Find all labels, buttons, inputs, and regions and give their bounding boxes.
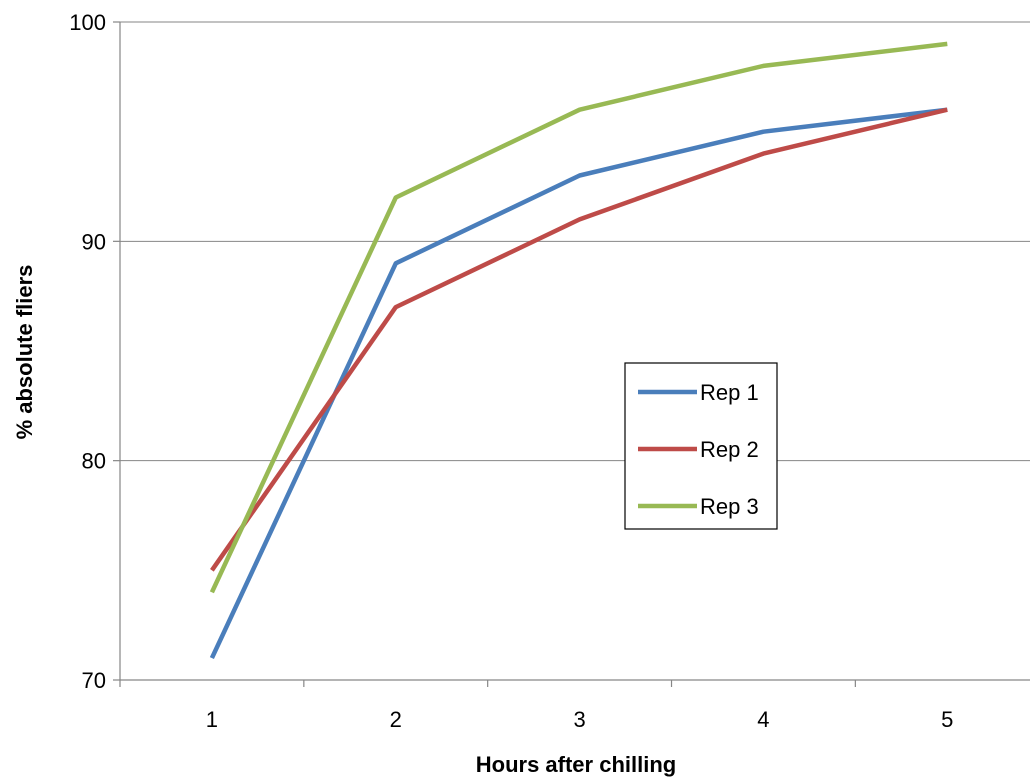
x-axis-title: Hours after chilling <box>476 752 676 777</box>
x-tick-label: 1 <box>206 707 218 732</box>
grid-lines <box>120 21 1030 462</box>
series-line-rep-2 <box>210 107 948 572</box>
axes: 70 80 90 100 1 2 3 4 5 <box>69 10 1030 732</box>
x-tick-label: 3 <box>573 707 585 732</box>
y-tick-label: 70 <box>82 668 106 693</box>
x-tick-label: 4 <box>757 707 769 732</box>
x-tick-label: 5 <box>941 707 953 732</box>
legend-label: Rep 2 <box>700 437 759 462</box>
legend-label: Rep 3 <box>700 494 759 519</box>
x-tick-label: 2 <box>390 707 402 732</box>
y-axis-title: % absolute fliers <box>12 265 37 440</box>
legend-label: Rep 1 <box>700 380 759 405</box>
series-lines <box>209 41 948 660</box>
series-line-rep-1 <box>209 107 948 660</box>
y-tick-label: 90 <box>82 229 106 254</box>
y-tick-label: 100 <box>69 10 106 35</box>
legend: Rep 1 Rep 2 Rep 3 <box>624 362 778 530</box>
y-tick-label: 80 <box>82 449 106 474</box>
series-line-rep-3 <box>209 41 948 594</box>
